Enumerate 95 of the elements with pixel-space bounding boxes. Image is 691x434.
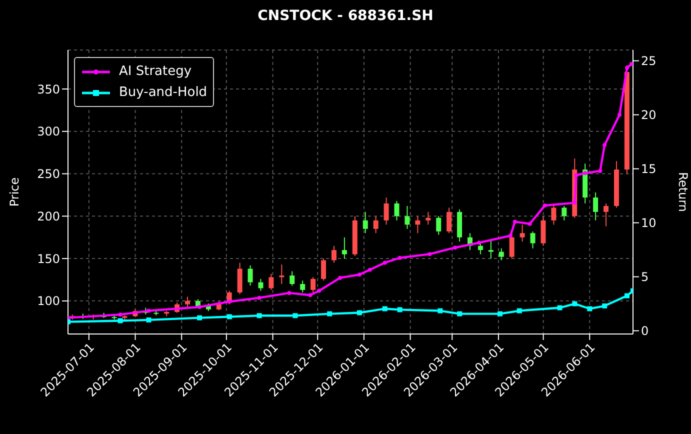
point [508,234,512,238]
candlestick [436,216,442,236]
candlestick [488,239,494,260]
point [428,252,432,256]
y2-tick-label: 0 [641,324,649,338]
point [542,204,547,208]
point [557,305,562,310]
candlestick [185,296,190,308]
candlestick [562,205,567,221]
candlestick [509,232,514,260]
candlestick [290,270,295,286]
point [572,301,578,306]
point [528,222,532,226]
point [292,313,298,318]
point [438,308,443,314]
candlestick [248,264,253,286]
point [256,313,262,318]
point [587,306,592,312]
point [398,256,402,260]
point [357,272,362,277]
point [226,314,232,320]
candlestick [237,262,242,295]
y-tick-label: 350 [37,82,60,96]
point [197,315,202,320]
y-tick-label: 200 [37,209,60,224]
y-axis-title: Price [7,177,22,207]
point [497,311,502,316]
point [368,268,372,272]
candlestick [362,211,368,234]
point [512,220,517,224]
candlestick [373,216,378,234]
candlestick [530,230,536,249]
point [583,171,588,176]
candlestick [520,224,525,242]
candlestick [394,200,400,221]
candlestick [426,211,431,226]
point [572,200,577,205]
candlestick [498,248,504,261]
chart-title: CNSTOCK - 688361.SH [256,8,434,24]
y2-tick-label: 25 [641,54,656,68]
legend-label: AI Strategy [119,64,192,79]
point [477,240,482,245]
candlestick [321,258,326,282]
y-tick-label: 100 [37,294,60,308]
candlestick [604,202,609,227]
point [356,310,362,316]
y2-tick-label: 10 [641,216,656,230]
point [118,318,123,324]
y2-tick-label: 15 [641,162,656,176]
point [308,293,312,298]
point [382,306,388,312]
point [287,290,292,295]
point [257,296,262,300]
point [146,308,151,313]
point [338,276,342,280]
candlestick [384,197,389,226]
y2-tick-label: 5 [641,270,649,284]
line-series [68,62,633,320]
legend-label: Buy-and-Hold [119,85,208,100]
point [317,288,322,293]
candlestick [540,216,546,246]
point [457,311,462,316]
point [598,168,602,173]
point [602,303,608,308]
y-tick-label: 250 [37,167,60,182]
candlestick [300,280,306,293]
point [453,246,458,250]
point [327,311,332,316]
point [625,66,630,70]
point [198,305,202,310]
point [227,300,232,304]
point [146,317,152,322]
point [630,62,633,66]
point [602,143,607,148]
candlestick [342,236,347,260]
point [516,308,522,314]
point [574,173,578,178]
y-tick-label: 150 [37,252,60,266]
point [382,260,387,265]
candlestick [331,245,336,264]
point [618,112,622,117]
candlestick [478,241,483,255]
y-tick-label: 300 [37,124,60,139]
point [118,312,122,317]
candlestick [310,276,316,293]
candlestick [404,205,410,230]
candlestick [415,216,420,234]
candlestick [446,207,452,234]
point [624,293,630,298]
point [397,307,402,312]
candlestick [593,192,598,221]
y2-tick-label: 20 [641,108,656,122]
candlestick [268,273,274,290]
candlestick [258,278,264,292]
y2-axis-title: Return [676,172,690,212]
